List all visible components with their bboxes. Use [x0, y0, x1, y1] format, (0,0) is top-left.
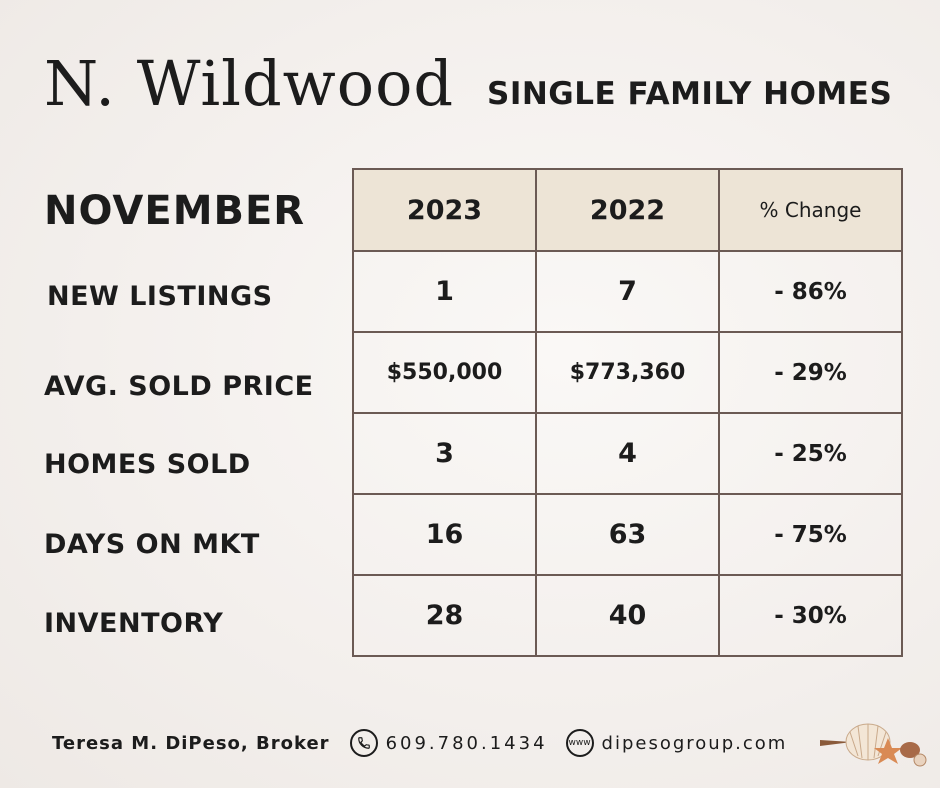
- table-row: 28 40 - 30%: [352, 574, 903, 657]
- row-label-days-on-mkt: DAYS ON MKT: [44, 529, 260, 560]
- website-link[interactable]: dipesogroup.com: [601, 732, 788, 754]
- month-label: NOVEMBER: [44, 188, 306, 234]
- row-label-homes-sold: HOMES SOLD: [44, 449, 251, 480]
- row-label-new-listings: NEW LISTINGS: [47, 281, 273, 312]
- footer: Teresa M. DiPeso, Broker 609.780.1434 ww…: [52, 728, 787, 758]
- table-cell: - 25%: [718, 412, 903, 495]
- table-row: $550,000 $773,360 - 29%: [352, 331, 903, 414]
- table-cell: 4: [535, 412, 720, 495]
- page-subtitle: SINGLE FAMILY HOMES: [487, 76, 893, 112]
- table-row: 3 4 - 25%: [352, 412, 903, 495]
- table-cell: $550,000: [352, 331, 537, 414]
- table-cell: - 75%: [718, 493, 903, 576]
- table-cell: 1: [352, 250, 537, 333]
- www-icon: www: [565, 729, 594, 757]
- table-cell: 16: [352, 493, 537, 576]
- page-title: N. Wildwood: [44, 47, 455, 120]
- table-cell: - 86%: [718, 250, 903, 333]
- column-header-2022: 2022: [535, 168, 720, 252]
- table-cell: 28: [352, 574, 537, 657]
- row-label-inventory: INVENTORY: [44, 608, 224, 639]
- table-cell: - 29%: [718, 331, 903, 414]
- table-cell: 63: [535, 493, 720, 576]
- broker-name: Teresa M. DiPeso, Broker: [52, 732, 330, 754]
- table-row: 1 7 - 86%: [352, 250, 903, 333]
- phone-icon: [349, 729, 378, 757]
- table-cell: 40: [535, 574, 720, 657]
- stats-table: 2023 2022 % Change 1 7 - 86% $550,000 $7…: [352, 168, 903, 657]
- seashells-decoration: [820, 723, 927, 767]
- column-header-2023: 2023: [352, 168, 537, 252]
- row-label-avg-sold-price: AVG. SOLD PRICE: [44, 371, 314, 402]
- phone-number[interactable]: 609.780.1434: [385, 732, 548, 754]
- table-cell: $773,360: [535, 331, 720, 414]
- table-row: 16 63 - 75%: [352, 493, 903, 576]
- table-cell: 3: [352, 412, 537, 495]
- table-header-row: 2023 2022 % Change: [352, 168, 903, 252]
- table-cell: - 30%: [718, 574, 903, 657]
- table-cell: 7: [535, 250, 720, 333]
- column-header-change: % Change: [718, 168, 903, 252]
